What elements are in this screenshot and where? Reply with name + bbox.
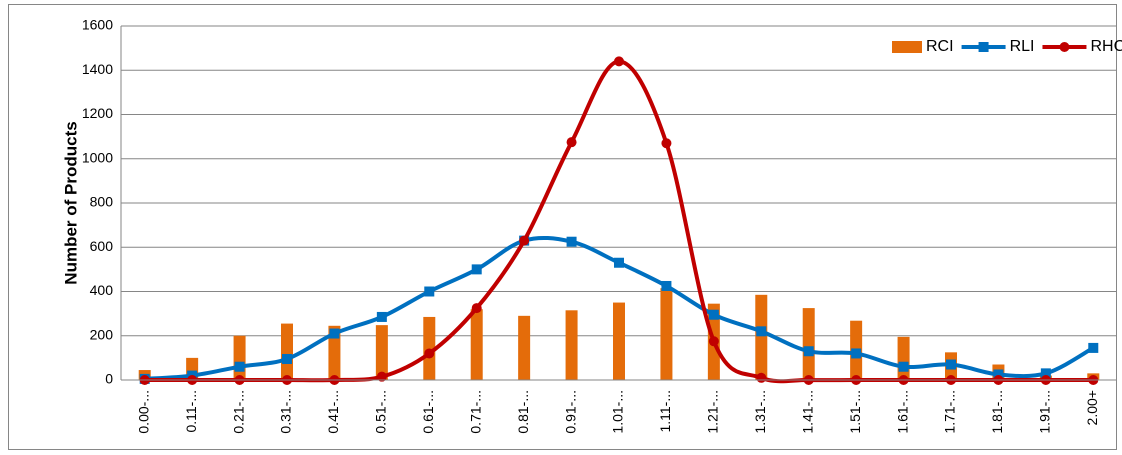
x-tick-label: 1.61-... (894, 390, 910, 434)
y-tick-label: 200 (90, 326, 114, 342)
marker (803, 346, 814, 357)
x-tick-label: 1.71-... (942, 390, 958, 434)
x-tick-label: 0.91-... (562, 390, 578, 434)
marker (756, 326, 767, 337)
bar (613, 302, 625, 380)
x-tick-label: 1.51-... (847, 390, 863, 434)
marker (471, 264, 482, 275)
y-axis-title: Number of Products (61, 121, 80, 284)
marker (424, 348, 435, 359)
bar (233, 335, 246, 380)
x-tick-label: 1.01-... (610, 390, 626, 434)
x-tick-label: 1.81-... (989, 390, 1005, 434)
marker (376, 371, 387, 382)
x-tick-label: 1.91-... (1037, 390, 1053, 434)
y-tick-label: 800 (90, 194, 114, 210)
marker (424, 286, 435, 297)
y-tick-label: 1200 (82, 105, 113, 121)
bar (518, 315, 531, 380)
legend-label: RLI (1010, 38, 1035, 55)
x-tick-label: 0.41-... (325, 390, 341, 434)
marker (851, 348, 862, 359)
marker (566, 236, 577, 247)
x-tick-label: 1.11-... (657, 390, 673, 433)
marker (1088, 342, 1099, 353)
legend-swatch (892, 41, 922, 53)
marker (756, 372, 767, 383)
marker (519, 235, 530, 246)
bar (755, 294, 768, 380)
x-tick-label: 2.00+ (1084, 390, 1100, 425)
y-tick-label: 600 (90, 238, 114, 254)
marker (282, 353, 292, 364)
marker (614, 56, 624, 67)
x-tick-label: 0.21-... (230, 390, 246, 434)
marker (661, 138, 672, 149)
x-tick-label: 0.61-... (420, 390, 436, 434)
x-tick-label: 0.31-... (278, 390, 294, 434)
marker (614, 257, 624, 268)
x-tick-label: 0.11-... (183, 390, 199, 433)
x-tick-label: 1.41-... (799, 390, 815, 434)
marker (708, 336, 719, 347)
bar (470, 309, 483, 380)
legend-marker (1059, 42, 1070, 52)
marker (946, 359, 956, 370)
x-tick-label: 1.31-... (752, 390, 768, 434)
marker (898, 361, 909, 372)
marker (566, 137, 577, 148)
legend-label: RHCI (1090, 38, 1122, 55)
y-tick-label: 1400 (82, 61, 113, 77)
bar (660, 288, 673, 380)
y-tick-label: 400 (90, 282, 114, 298)
marker (993, 369, 1004, 380)
marker (329, 328, 340, 339)
y-tick-label: 1000 (82, 149, 113, 165)
x-tick-label: 0.81-... (515, 390, 531, 434)
bar (281, 323, 293, 380)
bar (565, 310, 578, 380)
x-tick-label: 0.71-... (467, 390, 483, 434)
legend-label: RCI (926, 38, 954, 55)
marker (661, 280, 672, 291)
bar (375, 325, 388, 380)
marker (708, 309, 719, 320)
bar (328, 325, 341, 380)
bar (802, 308, 815, 380)
bar (897, 336, 910, 380)
y-tick-label: 0 (105, 371, 113, 387)
marker (1040, 368, 1051, 379)
x-tick-label: 1.21-... (705, 390, 721, 434)
marker (234, 361, 245, 372)
legend-marker (978, 42, 989, 52)
y-tick-label: 1600 (82, 17, 113, 33)
x-tick-label: 0.51-... (373, 390, 389, 434)
marker (471, 303, 482, 314)
marker (376, 311, 387, 322)
x-tick-label: 0.00-... (135, 390, 151, 434)
